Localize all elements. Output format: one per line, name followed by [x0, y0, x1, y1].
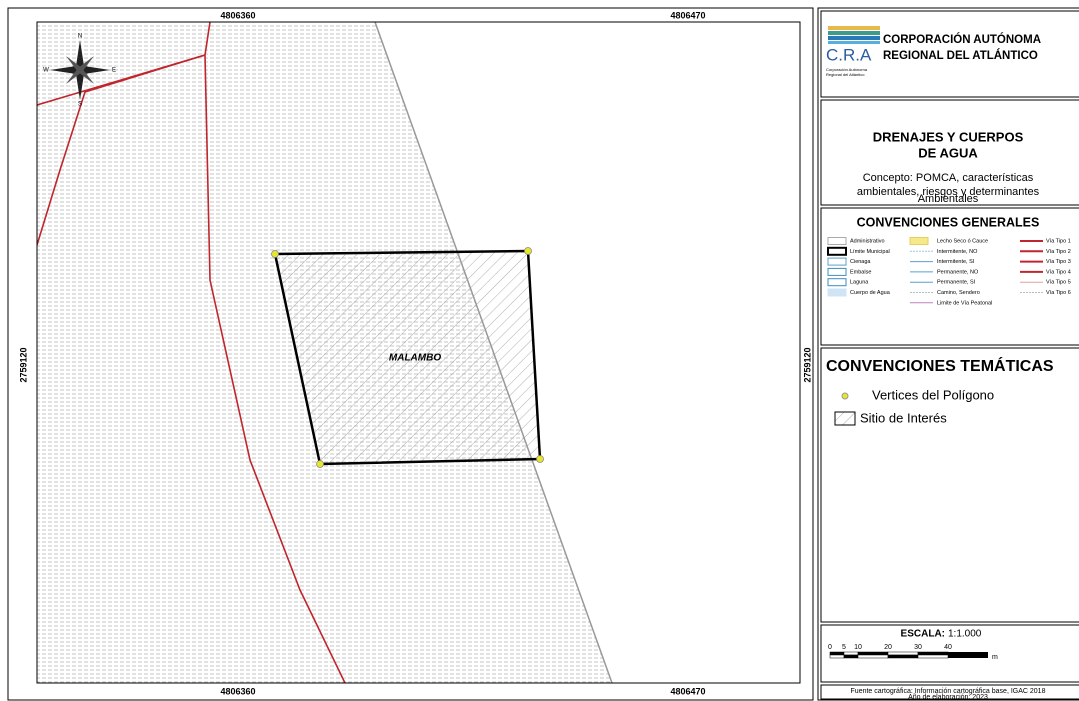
scale-segment: [829, 651, 845, 656]
coord-label: 4806470: [670, 686, 705, 696]
road: [37, 54, 206, 246]
scale-segment: [843, 651, 859, 656]
site-symbol: [834, 411, 856, 426]
coord-label: 2759120: [802, 347, 812, 382]
legend-item: Intermitente, SI: [937, 259, 975, 265]
side-panel: [817, 7, 1079, 701]
legend-symbol: [827, 257, 847, 266]
legend-item: Vía Tipo 6: [1046, 290, 1071, 296]
scale-ratio: 1:1.000: [948, 629, 982, 640]
legend-title: CONVENCIONES GENERALES: [857, 215, 1040, 229]
legend-item: Vía Tipo 3: [1046, 259, 1071, 265]
scale-tick-label: 20: [884, 644, 892, 651]
scale-segment: [843, 654, 859, 659]
scale-tick-label: 30: [914, 644, 922, 651]
legend-item: Limite de Vía Peatonal: [937, 300, 992, 306]
scale-tick-label: 0: [828, 644, 832, 651]
logo-acronym: C.R.A: [826, 45, 872, 64]
legend-item: Administrativo: [850, 238, 885, 244]
legend-item: Lecho Seco ó Cauce: [937, 238, 988, 244]
vertices: [271, 247, 544, 468]
logo-subtitle: Regional del Atlántico: [826, 72, 865, 77]
road: [204, 22, 346, 683]
logo: [828, 26, 880, 44]
legend-symbol: [909, 237, 929, 245]
legend-symbol: [827, 278, 847, 287]
scale-tick-label: 10: [854, 644, 862, 651]
scale-segment: [857, 651, 889, 656]
legend-item: Vía Tipo 4: [1046, 269, 1071, 275]
scale-tick-label: 40: [944, 644, 952, 651]
source: Fuente cartográfica: Información cartogr…: [851, 688, 1046, 695]
org-name: CORPORACIÓN AUTÓNOMA: [883, 33, 1041, 46]
site-label: MALAMBO: [389, 353, 441, 364]
legend-item: Límite Municipal: [850, 249, 890, 255]
scale-segment: [887, 651, 919, 656]
map-title: DE AGUA: [918, 145, 978, 160]
compass-label: S: [78, 102, 82, 108]
scale-segment: [857, 654, 889, 659]
legend-item: Laguna: [850, 280, 869, 286]
legend-item: Vía Tipo 2: [1046, 249, 1071, 255]
legend-item: Vertices del Polígono: [872, 387, 994, 402]
scale-segment: [887, 654, 919, 659]
map-body: MALAMBO N E S W: [37, 22, 613, 683]
legend-title: CONVENCIONES TEMÁTICAS: [826, 356, 1054, 375]
scale-tick-label: 5: [842, 644, 846, 651]
coord-label: 2759120: [18, 347, 28, 382]
legend-item: Permanente, SI: [937, 280, 976, 286]
org-name: REGIONAL DEL ATLÁNTICO: [883, 49, 1038, 62]
legend-symbol: [827, 246, 847, 256]
legend-item: Cuerpo de Agua: [850, 290, 891, 296]
scale-segment: [829, 654, 845, 659]
concept: Concepto: POMCA, características: [863, 172, 1034, 184]
legend-item: Intermitente, NO: [937, 249, 978, 255]
scale-unit: m: [992, 654, 998, 661]
vertex-symbol: [841, 392, 849, 400]
compass-label: N: [78, 34, 82, 40]
legend-item: Embalse: [850, 269, 871, 275]
scale-segment: [917, 654, 949, 659]
logo-subtitle: Corporación Autónoma: [826, 67, 868, 72]
map-title: DRENAJES Y CUERPOS: [873, 129, 1024, 144]
concept: ambientales, riesgos y determinantes: [857, 186, 1040, 198]
coord-label: 4806360: [220, 10, 255, 20]
scale-title: ESCALA:: [901, 629, 945, 640]
scale-segment: [917, 651, 949, 656]
legend-item: Camino, Sendero: [937, 290, 980, 296]
legend-item: Vía Tipo 1: [1046, 238, 1071, 244]
coord-label: 4806360: [220, 686, 255, 696]
legend-item: Permanente, NO: [937, 269, 979, 275]
legend-symbol: [827, 288, 847, 297]
coord-label: 4806470: [670, 10, 705, 20]
compass-label: W: [43, 68, 49, 74]
legend-item: Sitio de Interés: [860, 410, 947, 425]
scale-segment: [948, 652, 988, 658]
legend-symbol: [827, 237, 847, 245]
compass-rose: N E S W: [43, 34, 116, 108]
compass-label: E: [112, 68, 116, 74]
legend-item: Cienaga: [850, 259, 871, 265]
legend-item: Vía Tipo 5: [1046, 280, 1071, 286]
concept: Ambientales: [918, 193, 979, 205]
legend-symbol: [827, 267, 847, 276]
map-inner-frame: [36, 21, 801, 684]
year: Año de elaboración: 2023: [908, 694, 988, 701]
